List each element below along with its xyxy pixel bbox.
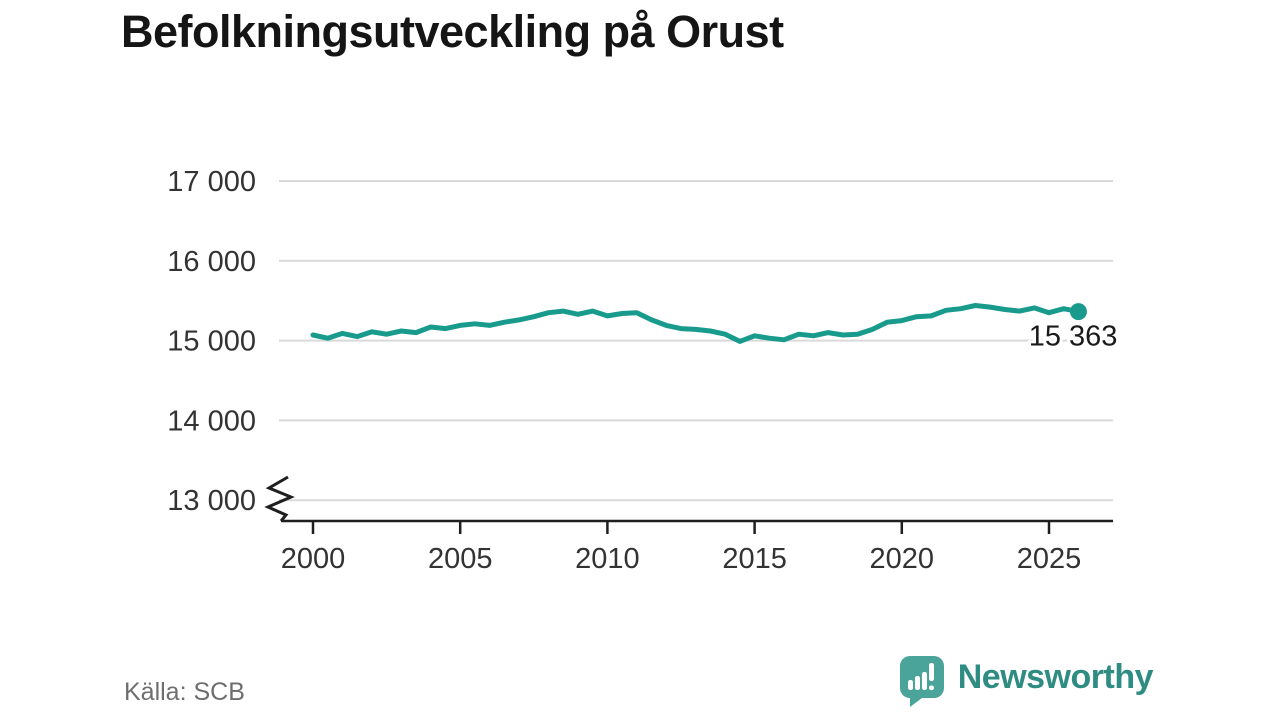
brand-name: Newsworthy bbox=[957, 658, 1154, 696]
x-tick-label: 2025 bbox=[1017, 543, 1082, 575]
bar-chart-glyph bbox=[907, 663, 934, 691]
x-tick-label: 2000 bbox=[281, 543, 346, 575]
last-point-dot bbox=[1069, 303, 1087, 321]
x-tick-label: 2010 bbox=[575, 543, 640, 575]
page-title: Befolkningsutveckling på Orust bbox=[121, 6, 784, 57]
x-tick-label: 2015 bbox=[722, 543, 787, 575]
axis-break-icon bbox=[264, 475, 295, 522]
y-tick-label: 14 000 bbox=[167, 405, 256, 437]
x-tick-label: 2005 bbox=[428, 543, 493, 575]
brand-logo: Newsworthy bbox=[898, 654, 1154, 710]
chart-footer: Källa: SCB Newsworthy bbox=[0, 654, 1280, 720]
population-line-chart: 17 000 16 000 15 000 14 000 13 000 2000 2005 20… bbox=[167, 166, 1118, 575]
newsworthy-icon bbox=[899, 656, 944, 707]
y-tick-label: 17 000 bbox=[167, 166, 256, 198]
y-tick-label: 16 000 bbox=[167, 246, 256, 278]
population-line bbox=[310, 303, 1081, 344]
y-tick-label: 13 000 bbox=[167, 485, 256, 517]
source-label: Källa: SCB bbox=[124, 678, 245, 706]
last-value-label: 15 363 bbox=[1029, 321, 1118, 353]
y-tick-label: 15 000 bbox=[167, 326, 256, 358]
x-tick-label: 2020 bbox=[870, 543, 935, 575]
